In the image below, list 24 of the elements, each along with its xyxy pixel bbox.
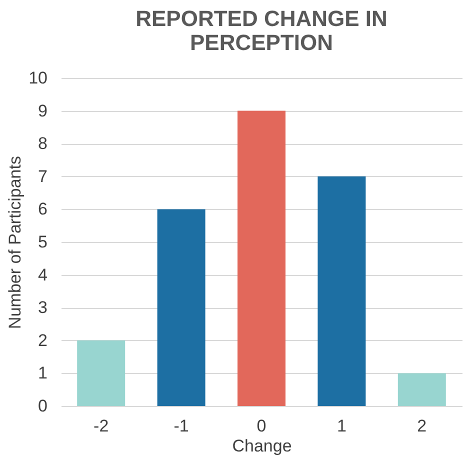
y-tick-label: 0 [38,396,48,416]
x-axis-title: Change [232,436,292,456]
y-tick-label: 8 [38,134,48,154]
y-tick-label: 10 [28,68,48,88]
y-axis-title: Number of Participants [6,156,25,329]
chart-title: REPORTED CHANGE IN PERCEPTION [136,6,388,55]
y-tick-label: 4 [38,265,48,284]
y-tick-label: 9 [38,101,48,120]
y-tick-label: 5 [38,232,48,252]
y-tick-label: 3 [38,298,48,318]
bar [238,110,286,406]
bar [157,209,206,406]
x-tick-label: -1 [174,416,189,436]
x-tick-label: 0 [256,416,266,436]
x-tick-label: -2 [94,416,109,436]
y-tick-label: 7 [38,166,48,186]
bar [398,373,446,406]
x-tick-label: 2 [417,416,427,436]
y-tick-label: 6 [38,200,48,219]
y-tick-label: 1 [38,364,48,383]
bar [77,340,126,406]
x-tick-label: 1 [336,416,346,436]
y-tick-label: 2 [38,330,48,350]
bar [318,176,366,406]
